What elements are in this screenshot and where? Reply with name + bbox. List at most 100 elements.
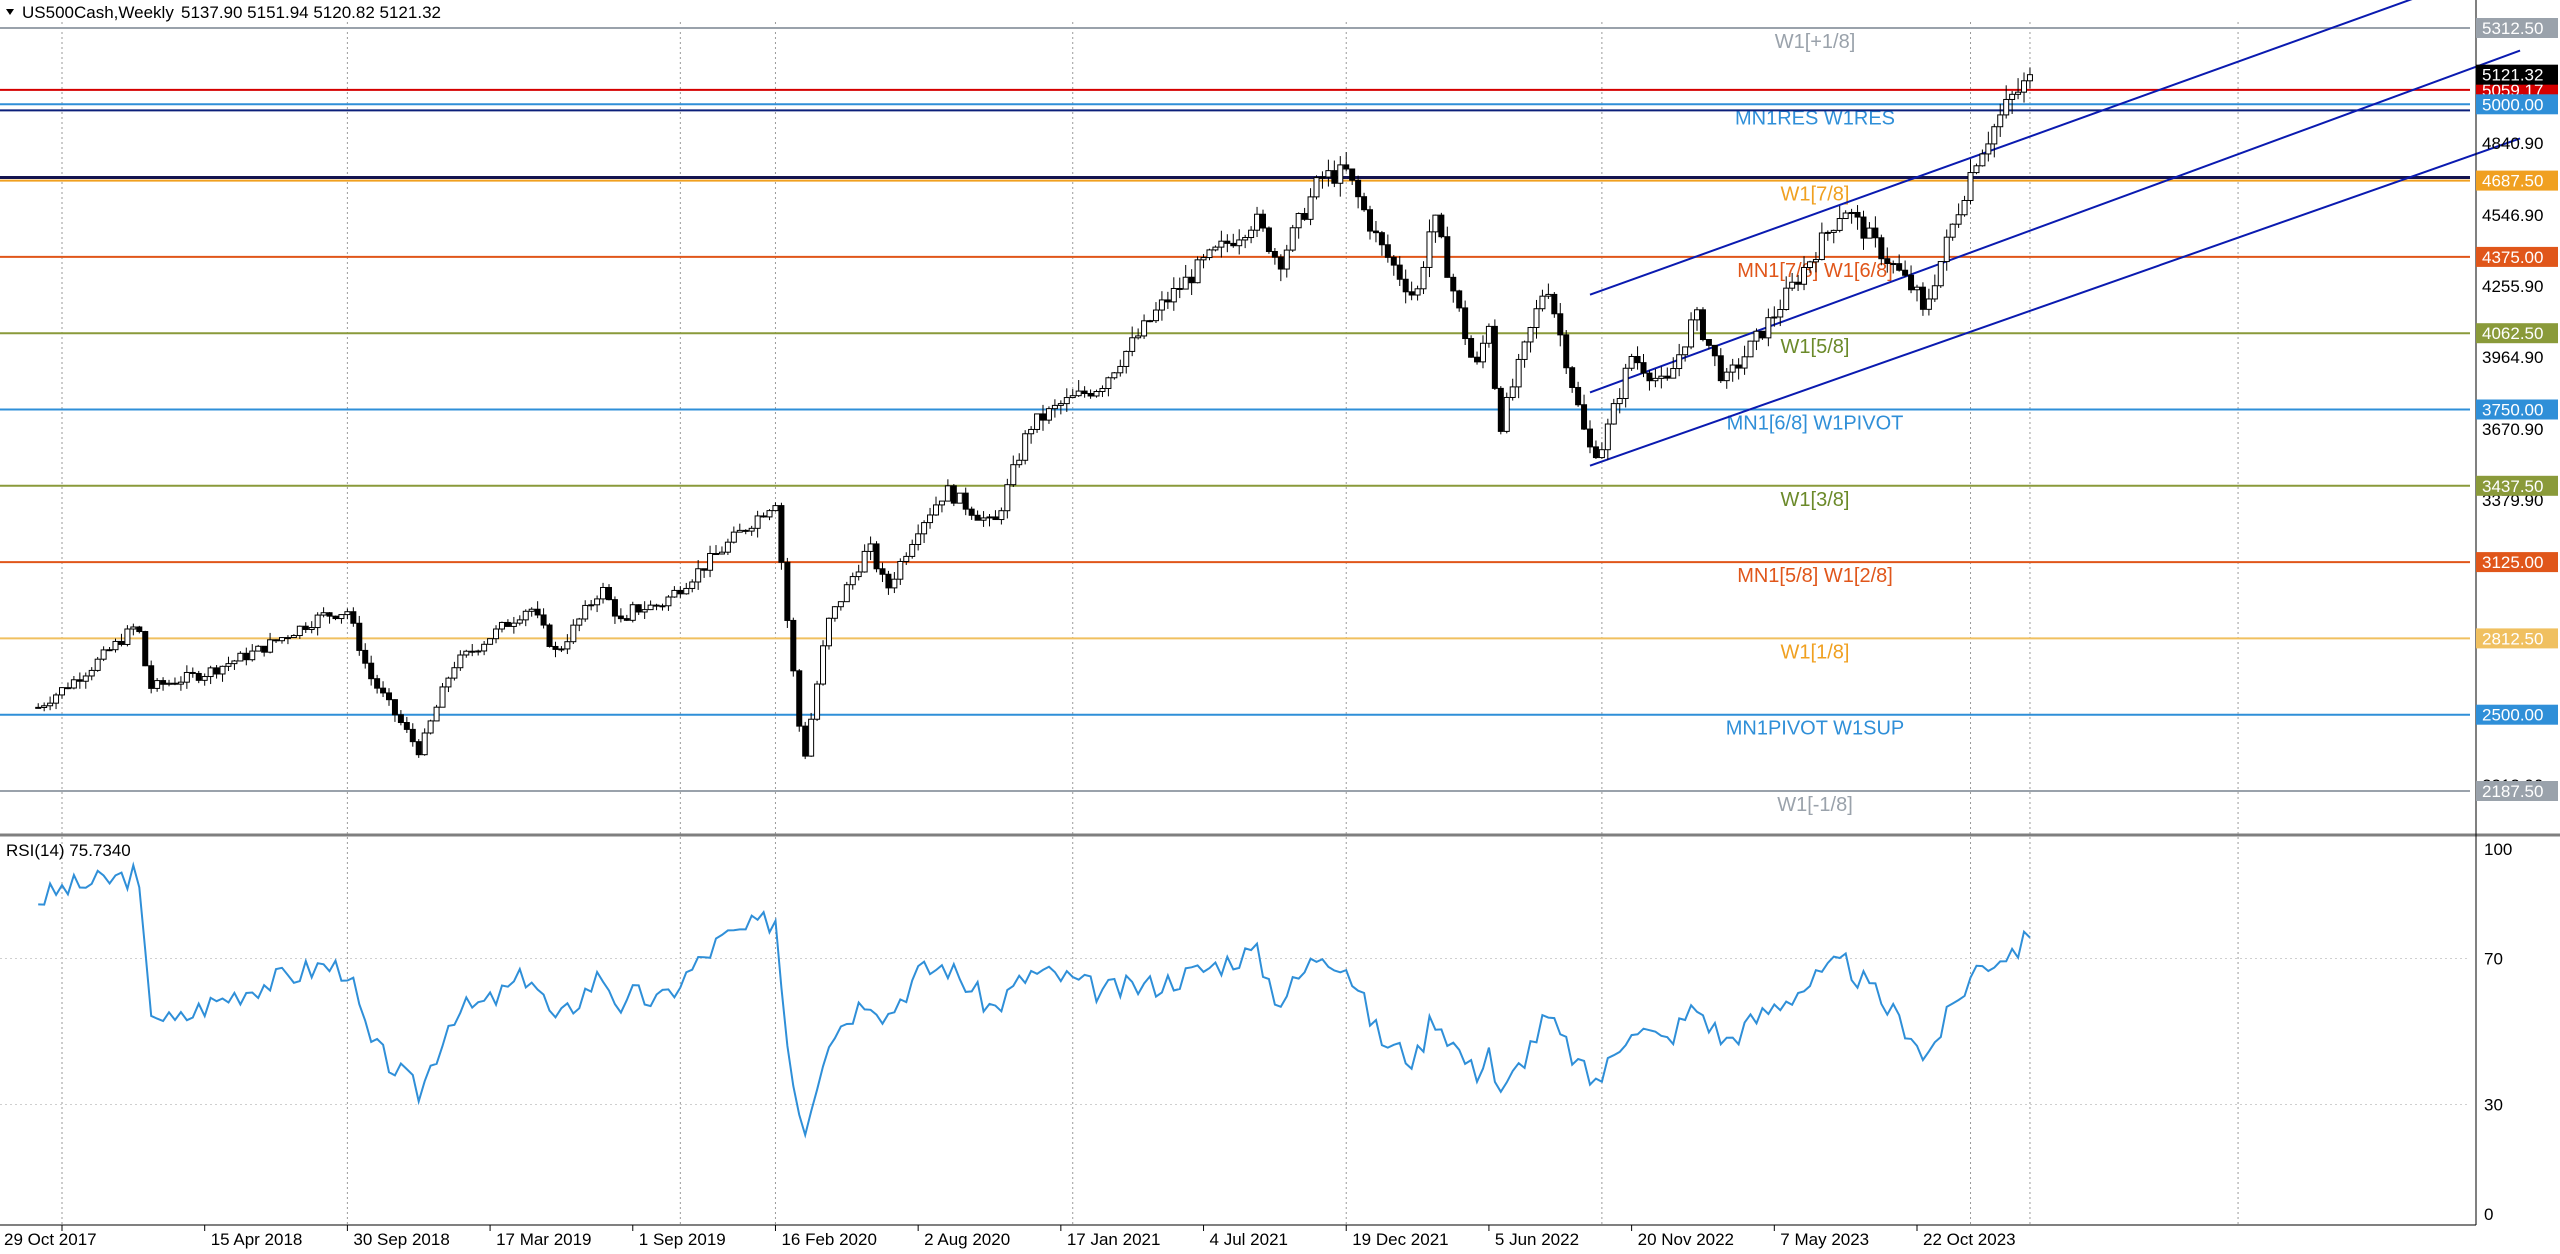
- candle-body: [1491, 325, 1498, 389]
- candle-body: [1164, 299, 1171, 303]
- candle-body: [451, 667, 458, 679]
- candle-body: [885, 573, 892, 589]
- candle-body: [504, 621, 511, 627]
- level-price-tag: [2476, 94, 2558, 115]
- candle-body: [219, 665, 226, 675]
- candle-body: [177, 681, 184, 685]
- time-tick-label: 15 Apr 2018: [211, 1230, 303, 1249]
- candle-body: [1741, 356, 1748, 369]
- candle-body: [843, 584, 850, 603]
- candle-body: [1830, 229, 1837, 233]
- candle-body: [1051, 404, 1058, 410]
- candle-body: [522, 610, 529, 621]
- level-price-tag-label: 4687.50: [2482, 172, 2543, 191]
- candle-body: [1598, 449, 1605, 459]
- candle-body: [88, 669, 95, 677]
- candle-body: [1087, 392, 1094, 397]
- candle-body: [1497, 387, 1504, 432]
- candle-body: [487, 638, 494, 645]
- candle-body: [1485, 325, 1492, 344]
- candle-body: [1527, 327, 1534, 343]
- candle-body: [1093, 391, 1100, 397]
- candle-body: [1307, 196, 1314, 220]
- candle-body: [1622, 367, 1629, 399]
- candle-body: [1135, 335, 1142, 339]
- rsi-label: RSI(14) 75.7340: [6, 841, 131, 860]
- candle-body: [802, 725, 809, 757]
- candle-body: [1271, 250, 1278, 258]
- candle-body: [825, 617, 832, 647]
- candle-body: [1479, 342, 1486, 363]
- candle-body: [100, 649, 107, 660]
- candle-body: [808, 718, 815, 757]
- time-tick-label: 20 Nov 2022: [1638, 1230, 1734, 1249]
- candle-body: [391, 699, 398, 716]
- candle-body: [1129, 337, 1136, 352]
- candle-body: [213, 667, 220, 675]
- candle-body: [1200, 257, 1207, 261]
- candle-body: [1426, 231, 1433, 268]
- candle-body: [338, 614, 345, 620]
- candle-body: [683, 587, 690, 595]
- candle-body: [1872, 227, 1879, 239]
- candle-body: [362, 649, 369, 664]
- candle-body: [1402, 278, 1409, 293]
- candle-body: [1040, 413, 1047, 421]
- level-price-tag-label: 4375.00: [2482, 248, 2543, 267]
- level-price-tag: [2476, 399, 2558, 420]
- candle-body: [1652, 377, 1659, 382]
- candle-body: [944, 485, 951, 502]
- candle-body: [231, 660, 238, 665]
- candle-body: [1152, 309, 1159, 322]
- candle-body: [831, 606, 838, 619]
- candle-body: [1979, 153, 1986, 167]
- candle-body: [1224, 240, 1231, 244]
- candle-body: [1842, 212, 1849, 220]
- candle-body: [784, 561, 791, 621]
- candle-body: [433, 706, 440, 722]
- candle-body: [1283, 249, 1290, 270]
- candle-body: [1806, 261, 1813, 269]
- candle-body: [671, 589, 678, 598]
- candle-body: [1319, 176, 1326, 179]
- candle-body: [903, 555, 910, 562]
- candle-body: [1670, 368, 1677, 379]
- candle-body: [1503, 396, 1510, 432]
- candle-body: [368, 662, 375, 680]
- candle-body: [195, 672, 202, 681]
- candle-body: [1343, 164, 1350, 170]
- level-label: W1[3/8]: [1781, 489, 1850, 511]
- candle-body: [267, 639, 274, 653]
- candle-body: [344, 611, 351, 616]
- candle-body: [1925, 298, 1932, 310]
- candle-body: [1105, 377, 1112, 389]
- candle-body: [1634, 356, 1641, 364]
- candle-body: [909, 544, 916, 557]
- candle-body: [1902, 269, 1909, 276]
- candle-body: [255, 645, 262, 652]
- candle-body: [1664, 375, 1671, 379]
- candle-body: [1444, 236, 1451, 278]
- candle-body: [1991, 126, 1998, 145]
- candle-body: [1789, 281, 1796, 289]
- level-label: MN1[6/8] W1PIVOT: [1727, 413, 1904, 435]
- candle-body: [611, 599, 618, 617]
- candle-body: [1176, 287, 1183, 290]
- candle-body: [1265, 227, 1272, 252]
- candle-body: [1563, 334, 1570, 369]
- axes-layer: 4840.904546.904255.903964.903670.903379.…: [4, 18, 2558, 1249]
- candle-body: [112, 640, 119, 651]
- candle-body: [689, 581, 696, 589]
- candle-body: [1384, 244, 1391, 258]
- candle-body: [1468, 338, 1475, 358]
- collapse-triangle-icon[interactable]: [6, 9, 14, 15]
- candle-body: [713, 553, 720, 556]
- candle-body: [1545, 293, 1552, 297]
- candle-body: [1949, 223, 1956, 238]
- candle-body: [594, 598, 601, 606]
- candle-body: [130, 626, 137, 630]
- candle-body: [1699, 309, 1706, 341]
- candle-body: [82, 675, 89, 682]
- candle-body: [1955, 214, 1962, 225]
